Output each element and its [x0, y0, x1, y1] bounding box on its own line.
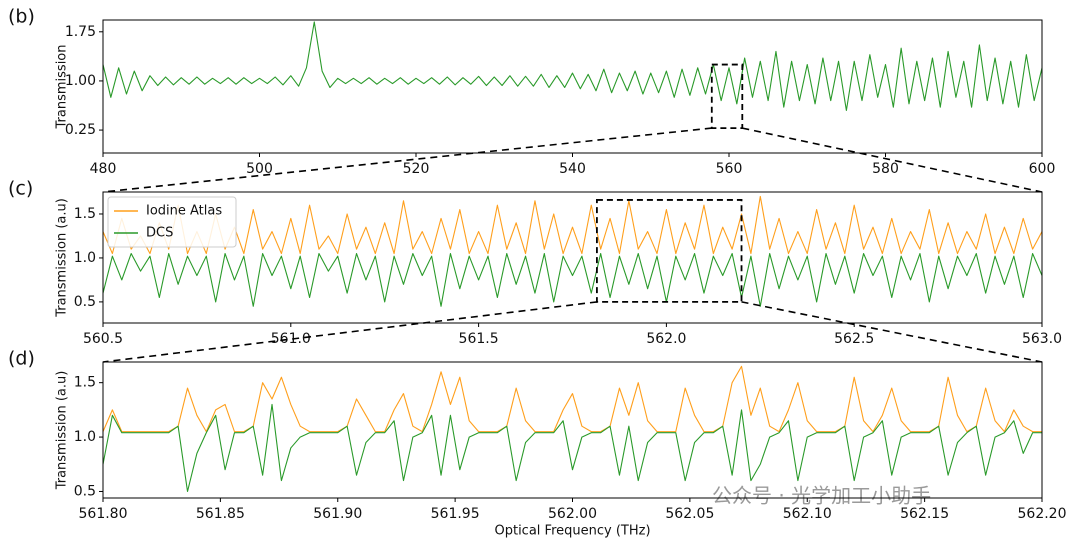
y-axis-label: Transmission (a.u): [55, 198, 70, 318]
x-tick-label: 562.0: [646, 331, 686, 347]
zoom-box: [710, 63, 744, 130]
y-tick-label: 0.5: [74, 294, 96, 310]
plot-frame: [102, 361, 1043, 499]
x-tick-label: 500: [246, 161, 273, 177]
plot-frame: [102, 19, 1043, 154]
data-line: [103, 252, 1042, 307]
y-tick-label: 1.5: [74, 375, 96, 391]
panel-label: (d): [8, 348, 35, 370]
x-tick-label: 562.00: [548, 506, 597, 522]
panel-label: (c): [8, 178, 33, 200]
x-tick-label: 561.85: [196, 506, 245, 522]
watermark: 公众号 · 光学加工小助手: [712, 484, 931, 508]
x-tick-label: 562.10: [783, 506, 832, 522]
zoom-connector: [102, 127, 712, 193]
legend-label: DCS: [146, 226, 173, 241]
x-tick-label: 561.80: [79, 506, 128, 522]
y-tick-label: 1.0: [74, 250, 96, 266]
y-tick-label: 0.25: [65, 122, 96, 138]
x-tick-label: 480: [90, 161, 117, 177]
x-tick-label: 540: [559, 161, 586, 177]
x-tick-label: 561.5: [459, 331, 499, 347]
zoom-box: [596, 199, 743, 303]
legend-box: [107, 196, 237, 248]
panel-label: (b): [8, 6, 35, 28]
x-axis-label: Optical Frequency (THz): [494, 524, 650, 539]
zoom-connector: [742, 127, 1043, 193]
y-tick-label: 1.00: [65, 73, 96, 89]
x-tick-label: 562.15: [900, 506, 949, 522]
y-tick-label: 1.75: [65, 24, 96, 40]
x-tick-label: 520: [403, 161, 430, 177]
data-line: [103, 403, 1042, 493]
x-tick-label: 561.0: [271, 331, 311, 347]
x-tick-label: 563.0: [1022, 331, 1062, 347]
y-tick-label: 0.5: [74, 483, 96, 499]
data-line: [103, 21, 1042, 111]
y-tick-label: 1.5: [74, 206, 96, 222]
zoom-connector: [741, 301, 1043, 363]
data-line: [103, 365, 1042, 433]
zoom-connector: [102, 301, 598, 363]
x-tick-label: 561.90: [313, 506, 362, 522]
x-tick-label: 562.05: [665, 506, 714, 522]
x-tick-label: 560.5: [83, 331, 123, 347]
legend-label: Iodine Atlas: [146, 204, 222, 219]
x-tick-label: 600: [1029, 161, 1056, 177]
x-tick-label: 562.20: [1018, 506, 1067, 522]
y-axis-label: Transmission (a.u): [55, 371, 70, 491]
x-tick-label: 580: [872, 161, 899, 177]
y-tick-label: 1.0: [74, 429, 96, 445]
x-tick-label: 562.5: [834, 331, 874, 347]
y-axis-label: Transmission: [55, 45, 70, 130]
x-tick-label: 560: [716, 161, 743, 177]
data-line: [103, 195, 1042, 255]
x-tick-label: 561.95: [431, 506, 480, 522]
